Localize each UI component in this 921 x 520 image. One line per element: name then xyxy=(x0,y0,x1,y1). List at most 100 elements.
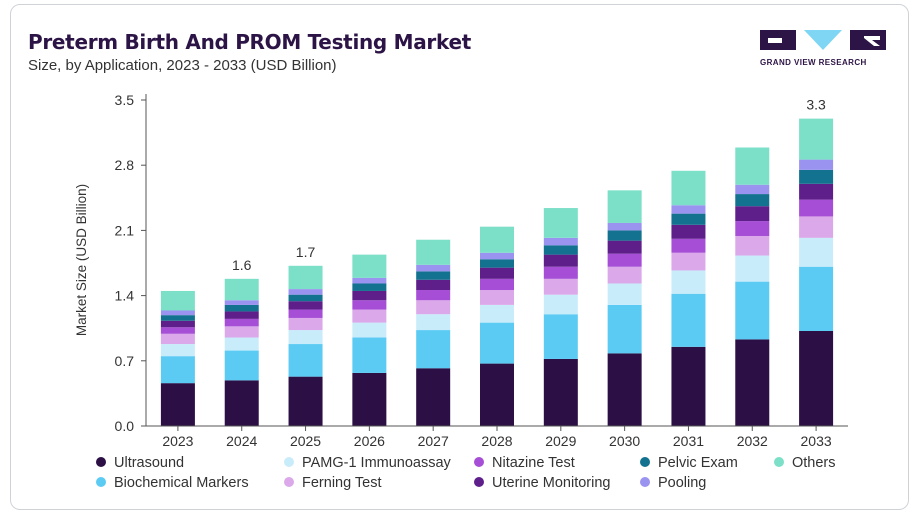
bar-segment-others-2029 xyxy=(543,208,578,238)
total-label-2025: 1.7 xyxy=(296,244,316,260)
x-tick-label: 2028 xyxy=(481,433,512,449)
legend-item-biochemical-markers: Biochemical Markers xyxy=(96,475,249,491)
y-axis-label: Market Size (USD Billion) xyxy=(74,184,89,336)
bar-segment-ferning-test-2031 xyxy=(671,252,706,271)
x-tick-label: 2024 xyxy=(226,433,257,449)
bar-segment-nitazine-test-2028 xyxy=(480,278,514,291)
bar-segment-ferning-test-2029 xyxy=(543,278,578,295)
x-tick-label: 2026 xyxy=(354,433,385,449)
bar-segment-pooling-2027 xyxy=(416,264,451,272)
y-tick-label: 0.7 xyxy=(115,353,135,369)
legend-label: PAMG-1 Immunoassay xyxy=(302,455,451,471)
legend-item-ferning-test: Ferning Test xyxy=(284,475,382,491)
bar-segment-others-2033 xyxy=(799,118,834,160)
bar-segment-biochemical-markers-2023 xyxy=(160,356,195,384)
bar-segment-nitazine-test-2027 xyxy=(416,290,451,301)
bar-segment-uterine-monitoring-2033 xyxy=(799,183,834,200)
bar-segment-others-2030 xyxy=(607,190,642,223)
chart-title: Preterm Birth And PROM Testing Market xyxy=(28,30,471,54)
bar-segment-ferning-test-2032 xyxy=(735,235,770,256)
x-tick-label: 2023 xyxy=(162,433,193,449)
bar-segment-uterine-monitoring-2028 xyxy=(480,267,514,279)
bar-segment-ultrasound-2032 xyxy=(735,339,770,426)
bar-segment-nitazine-test-2025 xyxy=(288,309,323,318)
bar-segment-pooling-2032 xyxy=(735,184,770,195)
bar-segment-ultrasound-2031 xyxy=(671,346,706,426)
x-tick-label: 2032 xyxy=(737,433,768,449)
bar-segment-pelvic-exam-2023 xyxy=(160,315,195,321)
bar-segment-ultrasound-2023 xyxy=(160,383,195,426)
legend-item-others: Others xyxy=(774,455,836,471)
legend-item-pooling: Pooling xyxy=(640,475,706,491)
bar-segment-pooling-2024 xyxy=(224,300,259,305)
bar-segment-pelvic-exam-2026 xyxy=(352,283,387,291)
bar-segment-uterine-monitoring-2026 xyxy=(352,290,387,301)
legend-swatch xyxy=(774,457,784,467)
bar-segment-nitazine-test-2031 xyxy=(671,238,706,253)
bar-segment-uterine-monitoring-2029 xyxy=(543,254,578,267)
legend-label: Uterine Monitoring xyxy=(492,475,611,491)
bar-segment-others-2027 xyxy=(416,239,451,265)
bar-segment-pooling-2033 xyxy=(799,159,834,170)
bar-segment-others-2028 xyxy=(480,226,514,253)
bars-group xyxy=(160,118,834,426)
bar-segment-ultrasound-2027 xyxy=(416,368,451,426)
bar-segment-ferning-test-2033 xyxy=(799,216,834,238)
x-tick-label: 2030 xyxy=(609,433,640,449)
bar-segment-uterine-monitoring-2031 xyxy=(671,224,706,239)
bar-segment-pooling-2025 xyxy=(288,289,323,295)
bar-segment-ultrasound-2033 xyxy=(799,330,834,426)
y-axis: 0.0 0.7 1.4 2.1 2.8 3.5 xyxy=(115,92,147,434)
bar-segment-biochemical-markers-2026 xyxy=(352,337,387,373)
x-tick-label: 2033 xyxy=(801,433,832,449)
bar-segment-pelvic-exam-2028 xyxy=(480,259,514,268)
legend-swatch xyxy=(640,457,650,467)
bar-segment-nitazine-test-2024 xyxy=(224,318,259,327)
bar-segment-pamg-1-immunoassay-2028 xyxy=(480,304,514,323)
y-tick-label: 1.4 xyxy=(115,288,135,304)
legend-swatch xyxy=(96,457,106,467)
legend-label: Others xyxy=(792,455,836,471)
legend-swatch xyxy=(474,457,484,467)
bar-segment-uterine-monitoring-2023 xyxy=(160,320,195,328)
bar-segment-pooling-2023 xyxy=(160,310,195,316)
bar-segment-ultrasound-2030 xyxy=(607,353,642,426)
bar-segment-ferning-test-2028 xyxy=(480,290,514,305)
legend-swatch xyxy=(640,477,650,487)
bar-segment-ultrasound-2024 xyxy=(224,380,259,426)
bar-segment-pamg-1-immunoassay-2027 xyxy=(416,314,451,331)
x-tick-label: 2027 xyxy=(418,433,449,449)
bar-segment-ultrasound-2029 xyxy=(543,358,578,426)
legend-swatch xyxy=(474,477,484,487)
bar-segment-others-2023 xyxy=(160,290,195,311)
bar-segment-pelvic-exam-2030 xyxy=(607,230,642,241)
y-tick-label: 0.0 xyxy=(115,418,135,434)
bar-segment-pelvic-exam-2033 xyxy=(799,169,834,184)
bar-segment-pamg-1-immunoassay-2029 xyxy=(543,294,578,315)
bar-segment-uterine-monitoring-2027 xyxy=(416,279,451,291)
bar-segment-pelvic-exam-2025 xyxy=(288,294,323,302)
bar-segment-pooling-2030 xyxy=(607,222,642,231)
legend-swatch xyxy=(284,457,294,467)
bar-segment-pamg-1-immunoassay-2033 xyxy=(799,237,834,267)
bar-segment-nitazine-test-2032 xyxy=(735,221,770,236)
x-tick-label: 2031 xyxy=(673,433,704,449)
bar-segment-biochemical-markers-2025 xyxy=(288,344,323,377)
legend-item-uterine-monitoring: Uterine Monitoring xyxy=(474,475,610,491)
legend-label: Ultrasound xyxy=(114,455,185,471)
y-tick-label: 3.5 xyxy=(115,92,135,108)
bar-segment-pooling-2031 xyxy=(671,205,706,214)
bar-segment-pooling-2026 xyxy=(352,277,387,284)
bar-segment-uterine-monitoring-2032 xyxy=(735,206,770,222)
bar-segment-pamg-1-immunoassay-2024 xyxy=(224,337,259,351)
bar-segment-ferning-test-2026 xyxy=(352,309,387,323)
legend-item-pelvic-exam: Pelvic Exam xyxy=(640,455,738,471)
bar-segment-biochemical-markers-2030 xyxy=(607,304,642,354)
legend-item-pamg-1-immunoassay: PAMG-1 Immunoassay xyxy=(284,455,451,471)
bar-segment-pooling-2029 xyxy=(543,237,578,246)
bar-segment-nitazine-test-2033 xyxy=(799,199,834,217)
legend-label: Ferning Test xyxy=(302,475,382,491)
total-label-2033: 3.3 xyxy=(806,97,826,113)
bar-segment-biochemical-markers-2033 xyxy=(799,266,834,331)
x-tick-label: 2029 xyxy=(545,433,576,449)
